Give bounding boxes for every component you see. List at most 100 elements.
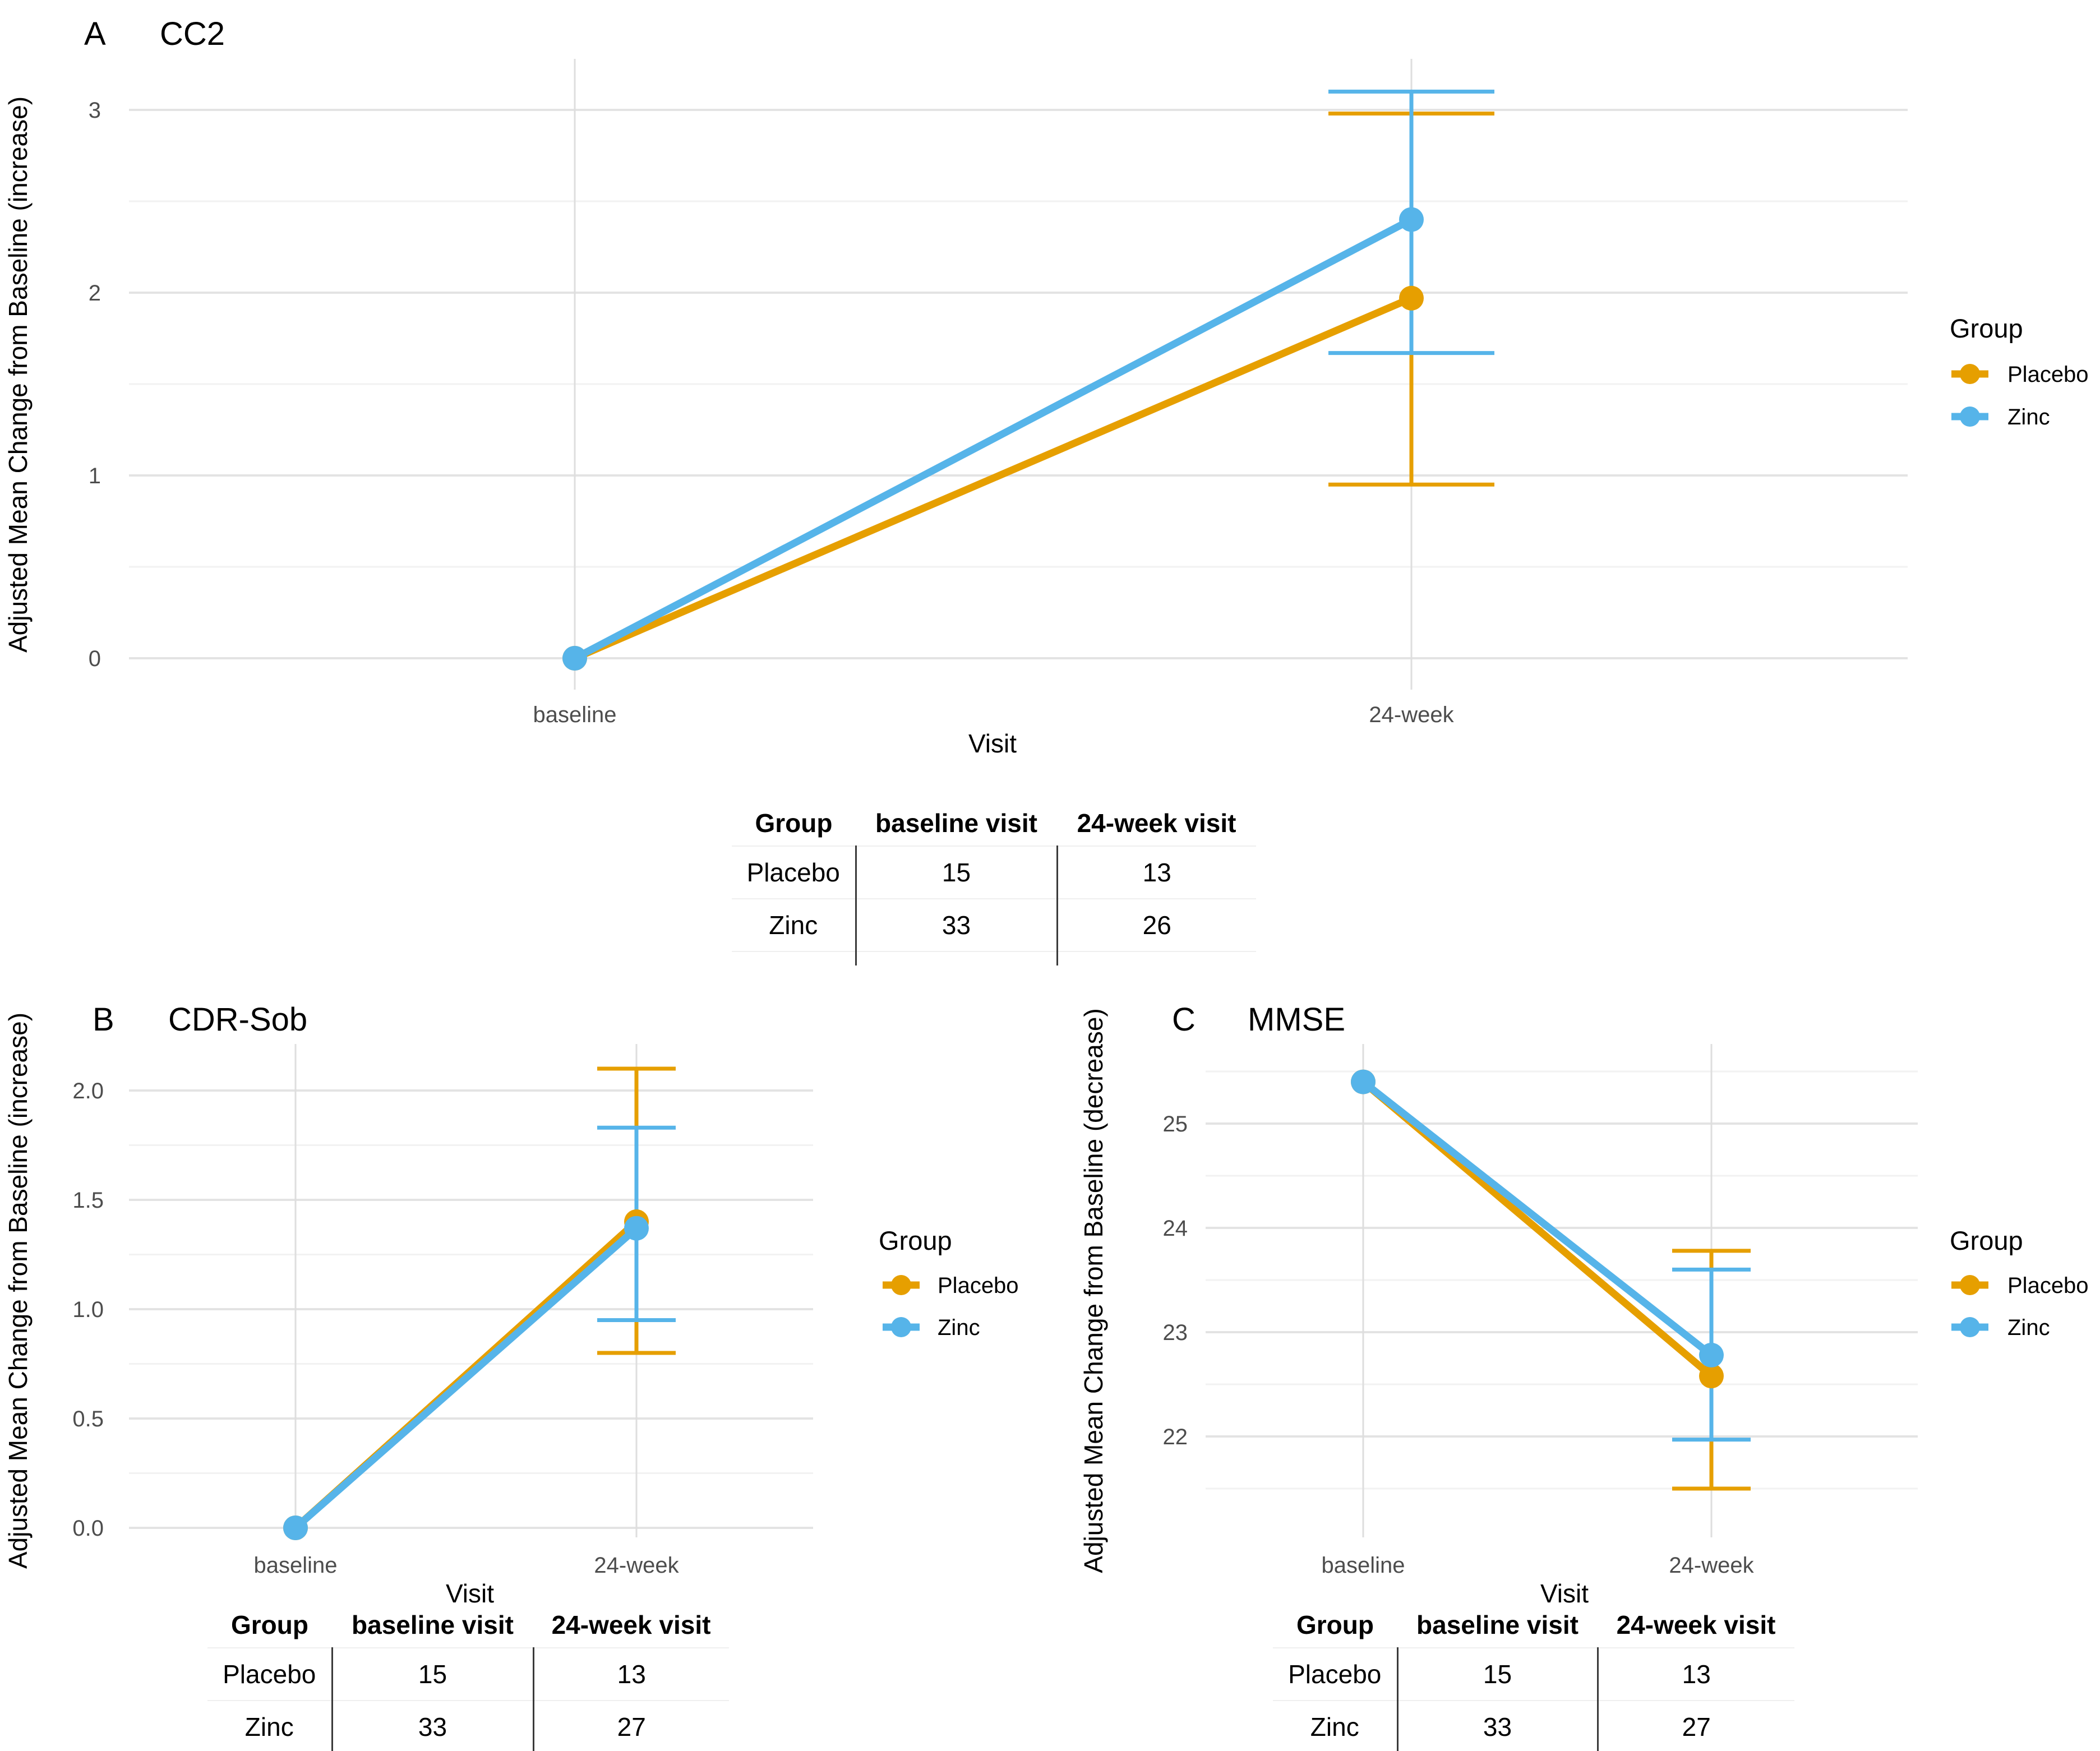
legend: Group Placebo Zinc — [1950, 1226, 2089, 1340]
table-row: Zinc 33 27 — [207, 1700, 729, 1751]
legend-item-label: Zinc — [938, 1315, 980, 1340]
series-line-zinc — [292, 1225, 640, 1532]
axis-title-y: Adjusted Mean Change from Baseline (incr… — [3, 1013, 33, 1569]
summary-table-C: Group baseline visit 24-week visit Placebo 1… — [1273, 1602, 1794, 1751]
summary-table-wrap-C: Group baseline visit 24-week visit Placebo 1… — [1273, 1602, 1794, 1751]
panel-C: 22 23 24 25 baseline 24-week Visit Adjusted Mea… — [1079, 1001, 2089, 1608]
panel-title: MMSE — [1248, 1001, 1345, 1038]
data-point-zinc-baseline — [562, 646, 587, 671]
x-tick-label: baseline — [533, 703, 616, 727]
table-row: Placebo 15 13 — [1273, 1647, 1794, 1701]
table-cell: Zinc — [1273, 1700, 1397, 1751]
table-cell: 15 — [331, 1647, 533, 1701]
table-tail-cell — [732, 951, 856, 965]
table-cell: 13 — [1056, 846, 1256, 899]
table-cell: Zinc — [207, 1700, 332, 1751]
panel-tag: C — [1172, 1001, 1196, 1038]
legend-item-label: Zinc — [2007, 1315, 2050, 1340]
y-tick-label: 2 — [89, 281, 101, 306]
table-cell: Zinc — [732, 898, 856, 951]
table-row: Placebo 15 13 — [207, 1647, 729, 1701]
panel-tag: A — [84, 16, 106, 52]
table-header-cell: 24-week visit — [1077, 808, 1236, 838]
table-header-cell: 24-week visit — [551, 1610, 711, 1639]
x-tick-label: 24-week — [1369, 703, 1454, 727]
table-cell: 33 — [855, 898, 1057, 951]
axis-title-x: Visit — [446, 1579, 494, 1608]
data-point-zinc-baseline — [283, 1516, 308, 1540]
legend-title: Group — [879, 1226, 952, 1255]
table-header-cell: 24-week visit — [1616, 1610, 1776, 1639]
axis-title-y: Adjusted Mean Change from Baseline (decr… — [1079, 1008, 1108, 1573]
y-tick-label: 0.5 — [72, 1407, 104, 1431]
y-tick-label: 23 — [1163, 1320, 1188, 1345]
y-tick-label: 2.0 — [72, 1079, 104, 1103]
data-point-zinc-24-week — [624, 1216, 649, 1241]
table-row: Zinc 33 27 — [1273, 1700, 1794, 1751]
summary-table-wrap-A: Group baseline visit 24-week visit Placebo 1… — [732, 801, 1256, 965]
table-header-cell: Group — [1296, 1610, 1374, 1639]
y-tick-label: 1.0 — [72, 1297, 104, 1322]
x-tick-label: baseline — [253, 1553, 337, 1578]
table-header-cell: baseline visit — [352, 1610, 514, 1639]
table-cell: 15 — [1396, 1647, 1598, 1701]
legend-swatch-dot-placebo — [891, 1275, 911, 1295]
table-cell: Placebo — [1273, 1647, 1397, 1701]
legend-item-label: Placebo — [938, 1273, 1019, 1298]
legend: Group Placebo Zinc — [879, 1226, 1019, 1340]
table-tail-cell — [1056, 951, 1256, 965]
legend-swatch-dot-placebo — [1960, 1275, 1980, 1295]
legend-swatch-dot-zinc — [891, 1317, 911, 1337]
data-point-zinc-24-week — [1699, 1342, 1724, 1367]
y-tick-label: 0.0 — [72, 1516, 104, 1541]
table-cell: 27 — [1596, 1700, 1794, 1751]
table-row: Zinc 33 26 — [732, 898, 1256, 951]
series-line-zinc — [571, 216, 1415, 662]
y-tick-label: 0 — [89, 646, 101, 671]
y-tick-label: 1.5 — [72, 1188, 104, 1213]
legend-item-label: Placebo — [2007, 1273, 2089, 1298]
legend-swatch-dot-placebo — [1960, 364, 1980, 384]
panel-B: 0.0 0.5 1.0 1.5 2.0 baseline 24-week Visit Adjus… — [3, 1001, 1019, 1608]
table-row: Placebo 15 13 — [732, 846, 1256, 899]
y-tick-label: 3 — [89, 98, 101, 123]
legend-swatch-dot-zinc — [1960, 1317, 1980, 1337]
data-point-zinc-baseline — [1351, 1069, 1376, 1094]
series-line-zinc — [1359, 1078, 1715, 1359]
axis-title-x: Visit — [1540, 1579, 1589, 1608]
table-header-cell: Group — [755, 808, 833, 838]
table-cell: Placebo — [732, 846, 856, 899]
legend-title: Group — [1950, 313, 2023, 343]
y-tick-label: 1 — [89, 464, 101, 488]
summary-table-A: Group baseline visit 24-week visit Placebo 1… — [732, 801, 1256, 965]
legend-title: Group — [1950, 1226, 2023, 1255]
y-tick-label: 24 — [1163, 1216, 1188, 1241]
table-cell: Placebo — [207, 1647, 332, 1701]
table-header-cell: baseline visit — [875, 808, 1037, 838]
y-tick-label: 22 — [1163, 1425, 1188, 1449]
table-cell: 33 — [331, 1700, 533, 1751]
data-point-placebo-24-week — [1399, 285, 1424, 311]
y-tick-label: 25 — [1163, 1112, 1188, 1136]
table-cell: 13 — [532, 1647, 729, 1701]
panel-title: CDR-Sob — [168, 1001, 307, 1038]
summary-table-wrap-B: Group baseline visit 24-week visit Placebo 1… — [207, 1602, 729, 1751]
x-tick-label: 24-week — [1669, 1553, 1754, 1578]
legend-swatch-dot-zinc — [1960, 406, 1980, 427]
table-header-cell: baseline visit — [1416, 1610, 1579, 1639]
legend-item-label: Placebo — [2007, 362, 2089, 387]
table-cell: 33 — [1396, 1700, 1598, 1751]
data-point-zinc-24-week — [1399, 207, 1424, 232]
table-cell: 26 — [1056, 898, 1256, 951]
table-tail-row — [732, 951, 1256, 965]
summary-table-B: Group baseline visit 24-week visit Placebo 1… — [207, 1602, 729, 1751]
data-point-placebo-24-week — [1699, 1364, 1724, 1389]
legend: Group Placebo Zinc — [1950, 313, 2089, 429]
panel-title: CC2 — [160, 16, 225, 52]
legend-item-label: Zinc — [2007, 405, 2050, 429]
table-tail-cell — [855, 951, 1057, 965]
axis-title-x: Visit — [968, 729, 1017, 758]
x-tick-label: baseline — [1321, 1553, 1405, 1578]
